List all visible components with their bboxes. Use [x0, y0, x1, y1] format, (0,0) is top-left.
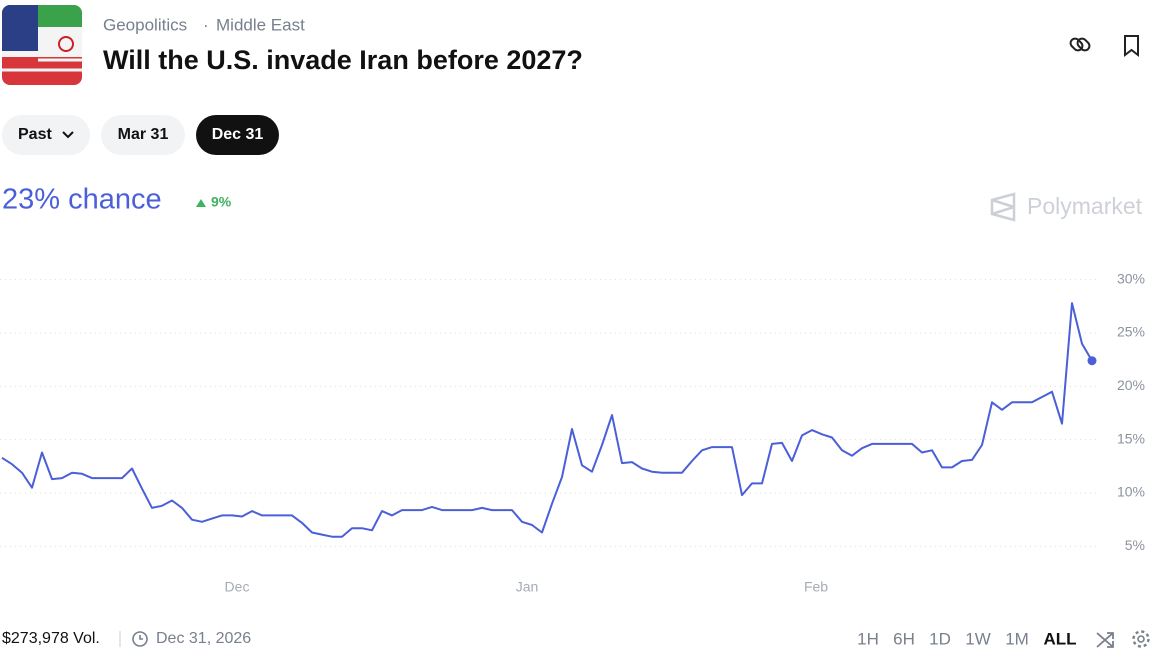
y-tick-label: 5% [1125, 537, 1145, 553]
market-icon [2, 5, 82, 85]
clock-hand [139, 635, 143, 640]
x-tick-label: Feb [804, 579, 828, 595]
category[interactable]: Geopolitics [103, 15, 187, 34]
change: 9% [211, 194, 232, 210]
range-button[interactable]: 6H [893, 629, 915, 648]
subcategory[interactable]: Middle East [216, 15, 305, 34]
y-tick-label: 15% [1117, 430, 1145, 446]
date-button-label[interactable]: Dec 31 [212, 126, 264, 143]
market-title: Will the U.S. invade Iran before 2027? [103, 45, 583, 75]
shuffle-button[interactable] [1096, 632, 1114, 648]
settings-button[interactable] [1132, 630, 1150, 648]
x-tick-label: Jan [516, 579, 539, 595]
date-button[interactable] [2, 115, 90, 155]
clock-icon [132, 631, 148, 647]
settings-center [1137, 635, 1145, 643]
range-button[interactable]: 1H [857, 629, 879, 648]
range-button[interactable]: 1W [965, 629, 991, 648]
chance: 23% chance [2, 184, 162, 216]
last-point [1087, 356, 1097, 366]
price-line [1, 302, 1093, 538]
change-arrow [196, 199, 206, 207]
watermark: Polymarket [1027, 193, 1143, 219]
dropdown-caret [62, 131, 74, 139]
range-button[interactable]: 1D [929, 629, 951, 648]
range-button[interactable]: ALL [1043, 629, 1076, 648]
bookmark-button[interactable] [1124, 35, 1139, 58]
date-button-label[interactable]: Mar 31 [118, 126, 169, 143]
volume: $273,978 Vol. [2, 630, 100, 647]
date-button[interactable] [101, 115, 185, 155]
date-button-label[interactable]: Past [18, 126, 52, 143]
watermark-logo [990, 192, 1016, 222]
y-tick-label: 25% [1117, 324, 1145, 340]
separator: · [203, 15, 209, 34]
x-tick-label: Dec [225, 579, 250, 595]
y-tick-label: 30% [1117, 270, 1145, 286]
end-date: Dec 31, 2026 [156, 630, 251, 647]
y-tick-label: 10% [1117, 484, 1145, 500]
date-button[interactable] [196, 115, 279, 155]
y-tick-label: 20% [1117, 377, 1145, 393]
link-button[interactable] [1069, 37, 1092, 53]
range-button[interactable]: 1M [1005, 629, 1029, 648]
